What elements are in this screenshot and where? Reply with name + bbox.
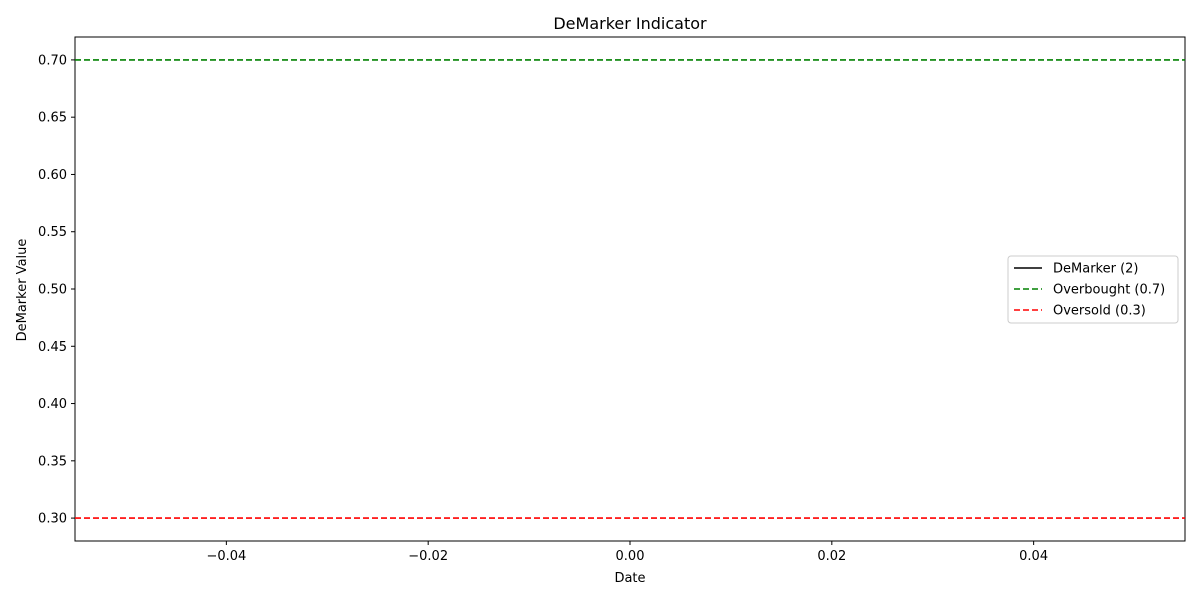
y-tick-label: 0.70 <box>38 53 67 68</box>
y-axis-label: DeMarker Value <box>15 239 30 342</box>
y-tick-label: 0.45 <box>38 340 67 355</box>
y-tick-label: 0.65 <box>38 111 67 126</box>
plot-area: −0.04 −0.02 0.00 0.02 0.04 0.30 0.35 0.40 0.45 0.… <box>38 36 1186 564</box>
legend-label: DeMarker (2) <box>1053 262 1139 277</box>
x-tick-label: 0.02 <box>817 549 846 564</box>
legend-label: Overbought (0.7) <box>1053 283 1165 298</box>
x-tick-label: −0.04 <box>206 549 246 564</box>
y-tick-label: 0.50 <box>38 283 67 298</box>
legend-box <box>1007 255 1179 324</box>
legend-label: Oversold (0.3) <box>1053 304 1146 319</box>
x-axis-label: Date <box>614 571 645 586</box>
y-tick-label: 0.35 <box>38 454 67 469</box>
y-tick-label: 0.40 <box>38 397 67 412</box>
x-tick-label: 0.00 <box>616 549 645 564</box>
y-tick-label: 0.55 <box>38 225 67 240</box>
x-tick-label: −0.02 <box>408 549 448 564</box>
legend: DeMarker (2) Overbought (0.7) Oversold (0.… <box>1007 255 1179 324</box>
y-tick-label: 0.30 <box>38 512 67 527</box>
y-tick-label: 0.60 <box>38 168 67 183</box>
chart-title: DeMarker Indicator <box>553 14 707 33</box>
x-tick-label: 0.04 <box>1019 549 1048 564</box>
